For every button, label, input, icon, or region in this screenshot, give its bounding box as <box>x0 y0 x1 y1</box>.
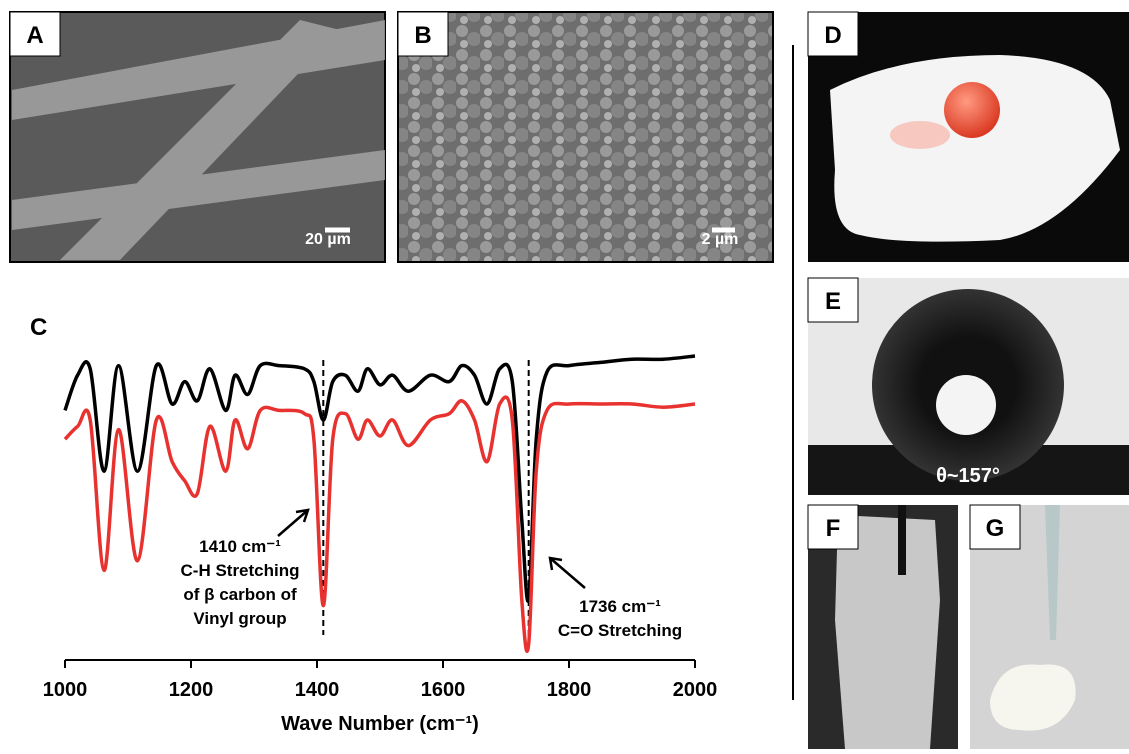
droplet <box>944 82 1000 138</box>
panel-label-box <box>807 11 859 57</box>
panel-label: F <box>826 515 841 542</box>
annotation: Vinyl group <box>193 609 286 628</box>
spectrum-line <box>63 395 696 653</box>
x-axis-label: Wave Number (cm⁻¹) <box>281 713 479 735</box>
x-tick-label: 1200 <box>169 679 214 701</box>
x-tick-label: 1400 <box>295 679 340 701</box>
panel-label: G <box>986 515 1005 542</box>
contact-angle: θ~157° <box>936 465 1000 487</box>
x-tick-label: 1600 <box>421 679 466 701</box>
holder <box>898 505 906 575</box>
cotton <box>830 55 1120 242</box>
x-tick-label: 1000 <box>43 679 88 701</box>
cotton <box>990 664 1076 731</box>
panel-label: D <box>824 22 841 49</box>
annotation: C-H Stretching <box>181 561 300 580</box>
annotation: 1410 cm⁻¹ <box>199 537 281 556</box>
scale-bar-label: 20 µm <box>305 231 351 248</box>
fibers <box>12 20 385 260</box>
panel-label: C <box>30 314 47 341</box>
x-tick-label: 2000 <box>673 679 718 701</box>
spectrum-plot: 1000 1200 1400 1600 1800 2000 Wave Number (cm⁻… <box>43 354 718 735</box>
panel-label-box <box>969 504 1021 550</box>
sem-image <box>397 11 774 263</box>
panel-label: B <box>414 22 431 49</box>
panel-label-box <box>397 11 449 57</box>
sponge <box>835 515 940 749</box>
panel-label: A <box>26 22 43 49</box>
panel-label-box <box>807 504 859 550</box>
pipette <box>1045 505 1060 640</box>
reflection <box>890 121 950 149</box>
highlight <box>936 375 996 435</box>
arrow <box>277 508 310 537</box>
spectrum-line <box>63 354 696 603</box>
x-tick-label: 1800 <box>547 679 592 701</box>
arrow <box>548 556 586 589</box>
annotation: C=O Stretching <box>558 621 682 640</box>
annotation: of β carbon of <box>183 585 297 604</box>
panel-label-box <box>9 11 61 57</box>
panel-label-box <box>807 277 859 323</box>
scale-bar-label: 2 µm <box>702 231 739 248</box>
panel-label: E <box>825 288 841 315</box>
annotation: 1736 cm⁻¹ <box>579 597 661 616</box>
